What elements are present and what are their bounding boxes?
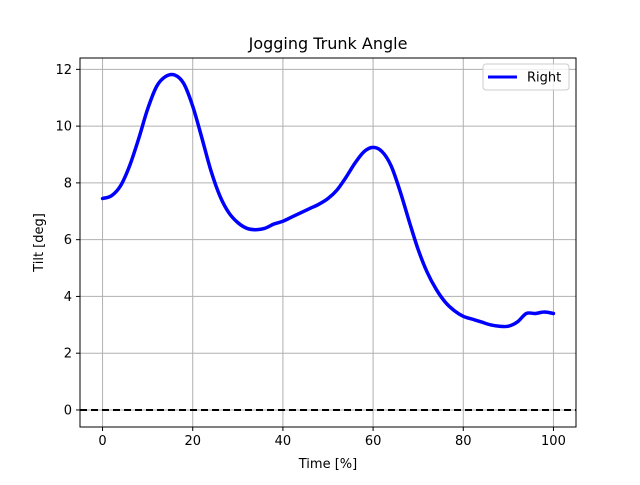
y-tick-label: 12: [55, 63, 72, 78]
x-axis-label: Time [%]: [298, 457, 357, 472]
legend-label-right: Right: [527, 71, 561, 86]
x-tick-label: 80: [455, 434, 472, 449]
plot-area-frame: [79, 57, 577, 428]
legend-frame: [482, 63, 570, 91]
x-tick-label: 40: [275, 434, 292, 449]
chart-title: Jogging Trunk Angle: [248, 34, 408, 53]
y-tick-label: 8: [64, 176, 72, 191]
y-tick-label: 0: [64, 403, 72, 418]
y-tick-label: 4: [64, 290, 72, 305]
x-tick-label: 20: [184, 434, 201, 449]
y-tick-label: 6: [64, 233, 72, 248]
series-group: [100, 72, 556, 329]
x-tick-label: 60: [365, 434, 382, 449]
legend: Right: [482, 63, 570, 91]
x-tick-label: 0: [98, 434, 106, 449]
y-axis-label: Tilt [deg]: [32, 213, 47, 273]
y-tick-label: 10: [55, 120, 72, 135]
grid: [80, 58, 576, 427]
y-axis-ticks: 0 2 4 6 8 10 12: [55, 63, 80, 418]
x-tick-label: 100: [541, 434, 566, 449]
x-axis-ticks: 0 20 40 60 80 100: [98, 427, 566, 449]
series-line-right: [100, 72, 556, 329]
y-tick-label: 2: [64, 347, 72, 362]
